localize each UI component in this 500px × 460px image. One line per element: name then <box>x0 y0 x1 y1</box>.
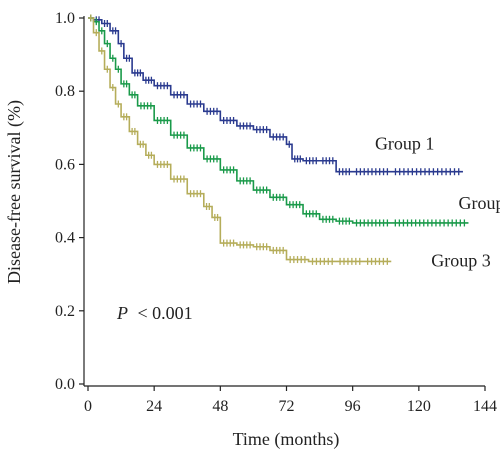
x-tick-label: 144 <box>473 398 497 415</box>
p-value-annotation: P < 0.001 <box>116 303 193 323</box>
y-tick-label: 0.8 <box>55 83 75 100</box>
y-tick-label: 0.6 <box>55 156 75 173</box>
x-tick-label: 24 <box>146 398 162 415</box>
p-value-text: < 0.001 <box>138 303 193 323</box>
y-tick-label: 0.2 <box>55 303 75 320</box>
x-tick-label: 96 <box>345 398 361 415</box>
plot-area: Group 1 Group 2 Group 3 <box>88 14 500 270</box>
y-tick-label: 0.0 <box>55 376 75 393</box>
series-label: Group 3 <box>431 250 491 270</box>
series-line <box>88 17 392 263</box>
y-axis-title: Disease-free survival (%) <box>4 100 25 284</box>
y-tick-label: 1.0 <box>55 10 75 27</box>
series-line <box>88 17 463 173</box>
x-tick-label: 48 <box>212 398 228 415</box>
x-axis-title: Time (months) <box>233 429 340 450</box>
x-tick-label: 0 <box>84 398 92 415</box>
x-tick-label: 72 <box>279 398 295 415</box>
p-value-symbol: P <box>116 303 128 323</box>
x-tick-label: 120 <box>407 398 431 415</box>
y-tick-label: 0.4 <box>55 230 75 247</box>
axes: 0.0 0.2 0.4 0.6 0.8 1.0 0 24 48 72 96 120 144 <box>55 10 497 415</box>
series-label: Group 1 <box>375 134 435 154</box>
series-label: Group 2 <box>458 193 500 213</box>
series-line <box>88 17 469 224</box>
